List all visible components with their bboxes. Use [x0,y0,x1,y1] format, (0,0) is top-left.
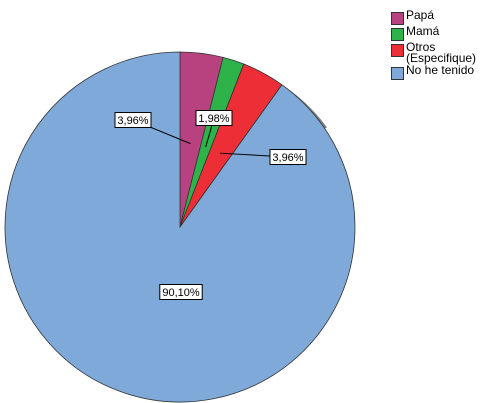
legend-swatch [391,28,404,41]
data-label: 1,98% [198,113,229,125]
legend-label: Papá [406,8,435,22]
legend-item: No he tenido [391,63,476,80]
legend-item: Papá [391,8,476,25]
legend: Papá Mamá Otros (Especifique) No he tenido [391,8,477,81]
legend-item: Mamá [391,24,476,41]
legend-swatch [391,44,404,57]
legend-item: Otros (Especifique) [391,40,477,65]
legend-swatch [391,67,404,80]
data-label-box [195,110,233,126]
data-label-box [269,149,307,165]
legend-swatch [391,12,404,25]
pie-slice [4,51,356,403]
data-label: 3,96% [272,152,303,164]
legend-label: Mamá [406,24,440,38]
data-label: 3,96% [117,115,148,127]
data-label: 90,10% [162,287,200,299]
legend-label: Otros (Especifique) [406,40,477,65]
data-label-box [159,284,203,300]
data-label-box [114,112,152,128]
legend-label: No he tenido [406,63,475,77]
